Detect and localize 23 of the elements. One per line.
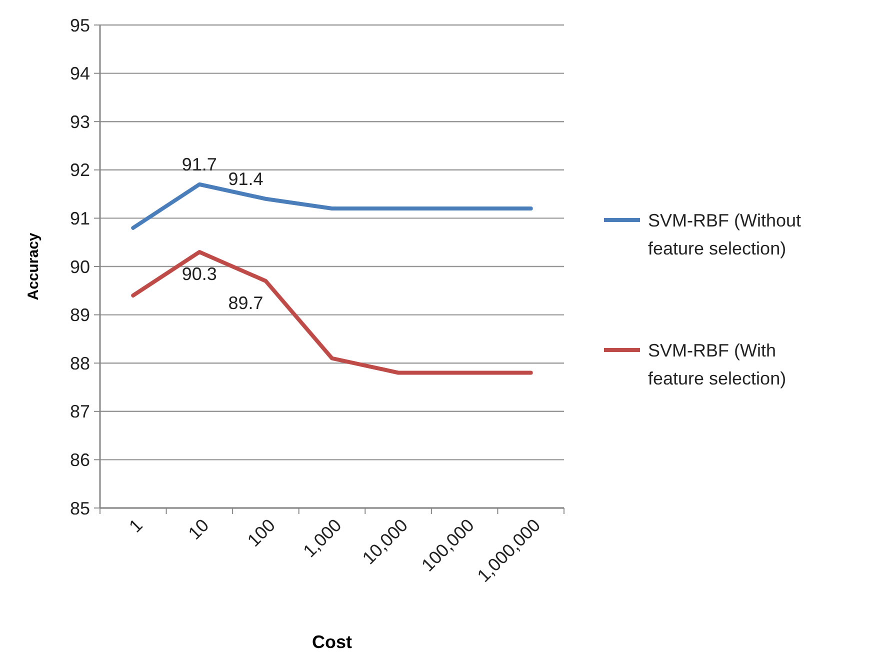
legend-label: SVM-RBF (Without feature selection) — [648, 210, 802, 258]
data-label: 91.7 — [182, 154, 217, 174]
x-tick-label: 10 — [184, 515, 213, 544]
y-tick-label: 92 — [70, 160, 90, 180]
y-tick-label: 86 — [70, 450, 90, 470]
x-tick-label: 1 — [125, 515, 146, 536]
y-axis-title: Accuracy — [25, 232, 42, 300]
y-tick-label: 85 — [70, 498, 90, 518]
y-tick-label: 91 — [70, 208, 90, 228]
y-tick-label: 89 — [70, 305, 90, 326]
data-label: 91.4 — [228, 168, 264, 189]
data-label: 90.3 — [182, 264, 217, 284]
data-label: 89.7 — [228, 292, 264, 313]
y-tick-label: 95 — [70, 15, 90, 36]
line-series — [131, 250, 533, 375]
y-tick-label: 93 — [70, 112, 90, 132]
y-tick-label: 88 — [70, 353, 90, 374]
legend-label: SVM-RBF (With feature selection) — [648, 340, 786, 388]
y-tick-label: 87 — [70, 402, 90, 422]
x-axis-title: Cost — [312, 632, 352, 652]
x-tick-label: 100 — [244, 515, 279, 551]
y-tick-label: 94 — [70, 64, 90, 84]
y-tick-label: 90 — [70, 256, 90, 277]
